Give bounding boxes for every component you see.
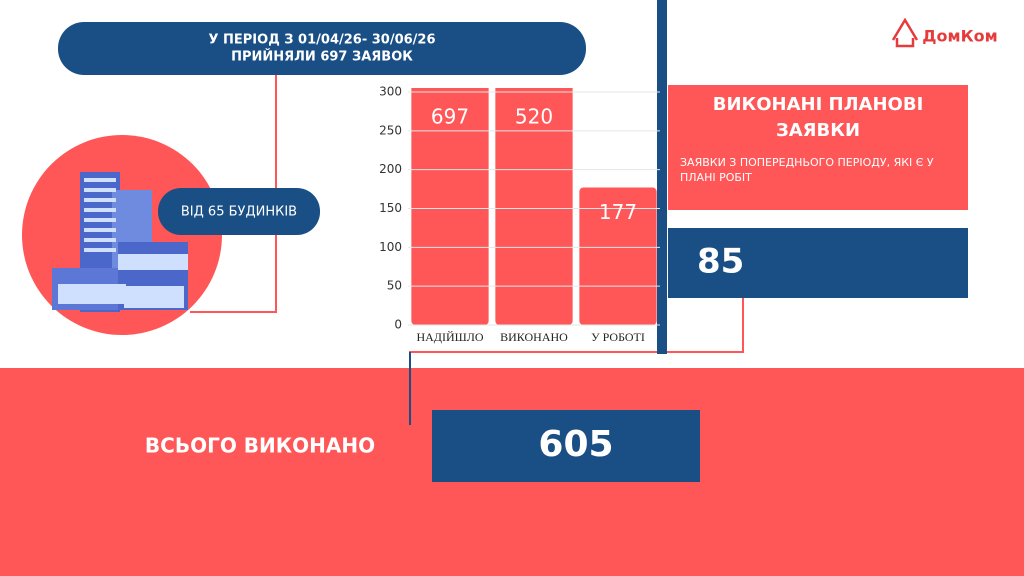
bar bbox=[411, 88, 489, 325]
data-label: 177 bbox=[599, 200, 637, 224]
divider bbox=[657, 0, 667, 354]
bar bbox=[579, 187, 657, 325]
data-label: 697 bbox=[431, 105, 469, 129]
y-tick-label: 250 bbox=[379, 123, 402, 137]
y-tick-label: 200 bbox=[379, 162, 402, 176]
logo-icon bbox=[891, 17, 919, 48]
planned-value: 85 bbox=[697, 242, 744, 282]
header-text: ПРИЙНЯЛИ 697 ЗАЯВОК bbox=[231, 49, 413, 65]
y-tick-label: 50 bbox=[387, 279, 402, 293]
x-tick-label: ВИКОНАНО bbox=[500, 330, 568, 344]
building-icon bbox=[52, 172, 188, 312]
header-pill bbox=[58, 22, 586, 75]
planned-subtitle: ЗАЯВКИ З ПОПЕРЕДНЬОГО ПЕРІОДУ, ЯКІ Є У П… bbox=[680, 156, 934, 184]
y-tick-label: 0 bbox=[394, 318, 402, 332]
x-tick-label: У РОБОТІ bbox=[591, 330, 645, 344]
planned-value-box bbox=[668, 228, 968, 298]
x-tick-label: НАДІЙШЛО bbox=[416, 330, 483, 344]
bar bbox=[495, 88, 573, 325]
y-tick-label: 100 bbox=[379, 240, 402, 254]
total-label: ВСЬОГО ВИКОНАНО bbox=[145, 434, 375, 458]
y-tick-label: 150 bbox=[379, 201, 402, 215]
logo: ДомКом bbox=[922, 27, 997, 46]
total-box bbox=[432, 410, 700, 482]
buildings-pill bbox=[158, 188, 320, 235]
header-text: У ПЕРІОД З 01/04/26- 30/06/26 bbox=[208, 33, 435, 48]
planned-box bbox=[668, 85, 968, 210]
connector bbox=[190, 75, 277, 313]
total-value: 605 bbox=[538, 424, 613, 465]
plot bbox=[411, 88, 657, 325]
y-tick-label: 300 bbox=[379, 85, 402, 99]
data-label: 520 bbox=[515, 105, 553, 129]
planned-title: ВИКОНАНІ ПЛАНОВІ ЗАЯВКИ bbox=[712, 94, 924, 141]
buildings-label: ВІД 65 БУДИНКІВ bbox=[181, 205, 297, 220]
